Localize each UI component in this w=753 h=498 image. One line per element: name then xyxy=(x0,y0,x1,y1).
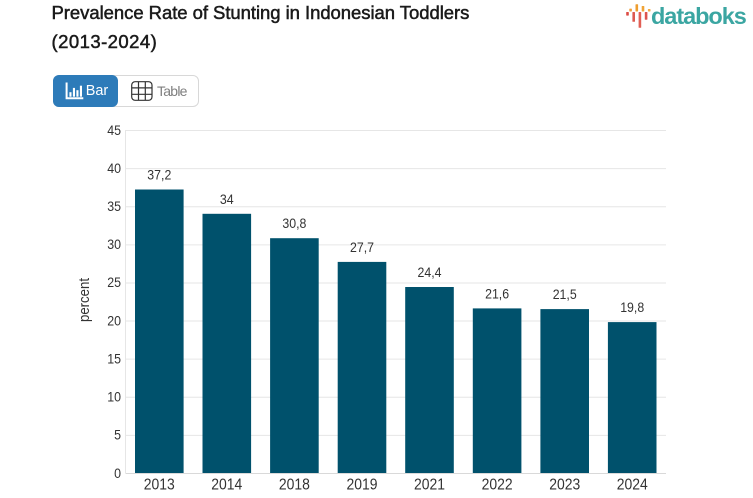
svg-text:2021: 2021 xyxy=(414,477,445,494)
svg-text:2014: 2014 xyxy=(211,477,242,494)
svg-text:24,4: 24,4 xyxy=(418,264,442,280)
svg-text:2022: 2022 xyxy=(482,477,513,494)
svg-text:15: 15 xyxy=(107,352,121,367)
svg-text:10: 10 xyxy=(107,390,121,405)
svg-text:37,2: 37,2 xyxy=(147,167,171,183)
svg-text:19,8: 19,8 xyxy=(620,299,644,315)
svg-text:2019: 2019 xyxy=(347,477,378,494)
svg-text:2018: 2018 xyxy=(279,477,310,494)
svg-text:34: 34 xyxy=(220,191,234,207)
svg-text:percent: percent xyxy=(77,278,93,322)
svg-text:30,8: 30,8 xyxy=(282,215,306,231)
svg-text:25: 25 xyxy=(107,275,121,290)
svg-text:27,7: 27,7 xyxy=(350,239,374,255)
svg-text:30: 30 xyxy=(107,237,121,252)
svg-text:0: 0 xyxy=(114,466,121,481)
svg-text:21,6: 21,6 xyxy=(485,285,509,301)
svg-text:20: 20 xyxy=(107,313,121,328)
svg-text:2023: 2023 xyxy=(549,477,580,494)
svg-text:2013: 2013 xyxy=(144,477,175,494)
svg-text:35: 35 xyxy=(107,199,121,214)
svg-text:21,5: 21,5 xyxy=(553,286,577,302)
svg-text:40: 40 xyxy=(107,161,121,176)
svg-text:5: 5 xyxy=(114,428,121,443)
svg-text:45: 45 xyxy=(107,123,121,138)
svg-text:2024: 2024 xyxy=(617,477,648,494)
